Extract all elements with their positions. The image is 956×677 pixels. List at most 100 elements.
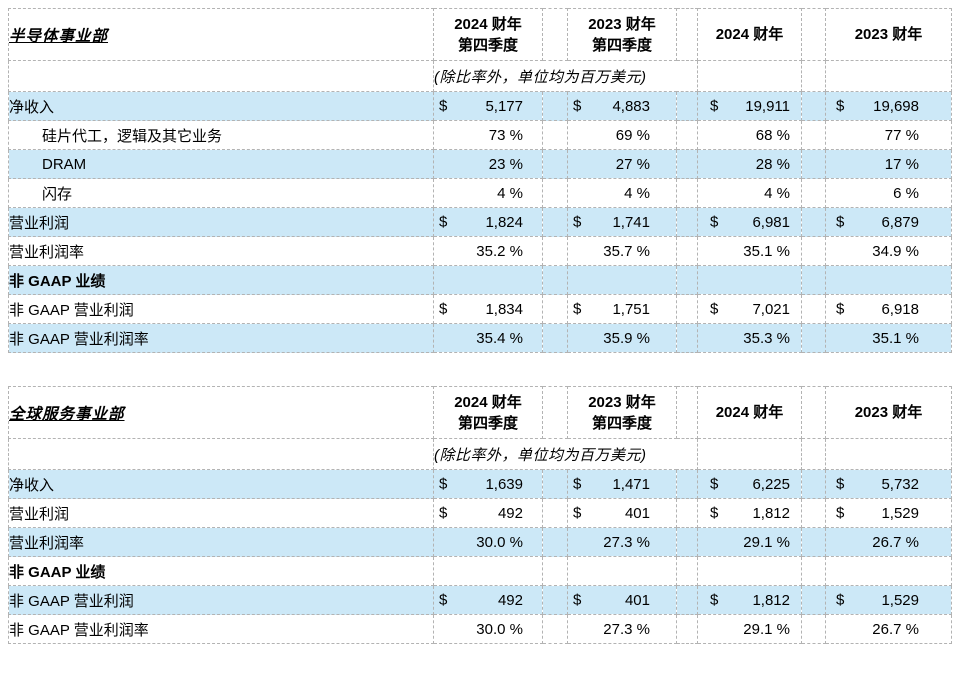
value-cell: 69 % — [568, 121, 677, 150]
gap-cell — [802, 387, 826, 439]
value-cell: $6,981 — [698, 208, 802, 237]
financial-report-page: 半导体事业部2024 财年第四季度2023 财年第四季度2024 财年2023 … — [0, 0, 956, 644]
empty-label-cell — [9, 61, 434, 92]
value-cell: $19,698 — [826, 92, 952, 121]
gap-cell — [543, 295, 568, 324]
value-cell: 35.3 % — [698, 324, 802, 353]
global-services-division-table: 全球服务事业部2024 财年第四季度2023 财年第四季度2024 财年2023… — [8, 386, 956, 644]
dollar-sign: $ — [439, 301, 447, 318]
table-row: 非 GAAP 营业利润率35.4 %35.9 %35.3 %35.1 % — [9, 324, 952, 353]
value-cell: 35.9 % — [568, 324, 677, 353]
value-cell: 30.0 % — [434, 615, 543, 644]
gap-cell — [802, 9, 826, 61]
cell-value: 29.1 % — [743, 534, 790, 551]
row-label: 非 GAAP 营业利润率 — [9, 615, 434, 644]
cell-value: 4 % — [764, 185, 790, 202]
column-header-line: 2024 财年 — [698, 24, 801, 45]
value-cell: 4 % — [698, 179, 802, 208]
cell-value: 1,824 — [485, 214, 523, 231]
cell-value: 401 — [625, 592, 650, 609]
row-label: 非 GAAP 营业利润 — [9, 586, 434, 615]
value-cell: $401 — [568, 499, 677, 528]
value-cell: $1,834 — [434, 295, 543, 324]
gap-cell — [802, 237, 826, 266]
column-header-line: 2023 财年 — [568, 14, 676, 35]
column-header: 2024 财年 — [698, 9, 802, 61]
column-header: 2024 财年 — [698, 387, 802, 439]
gap-cell — [677, 179, 698, 208]
value-cell: 23 % — [434, 150, 543, 179]
cell-value: 1,741 — [612, 214, 650, 231]
column-header: 2023 财年第四季度 — [568, 387, 677, 439]
dollar-sign: $ — [710, 214, 718, 231]
empty-value-cell — [698, 439, 802, 470]
column-header-line: 第四季度 — [434, 35, 542, 56]
cell-value: 1,639 — [485, 476, 523, 493]
value-cell: $401 — [568, 586, 677, 615]
value-cell: $19,911 — [698, 92, 802, 121]
dollar-sign: $ — [439, 214, 447, 231]
column-header-line: 2024 财年 — [434, 14, 542, 35]
dollar-sign: $ — [573, 476, 581, 493]
dollar-sign: $ — [439, 505, 447, 522]
gap-cell — [802, 121, 826, 150]
cell-value: 6 % — [893, 185, 919, 202]
value-cell — [434, 266, 543, 295]
cell-value: 1,751 — [612, 301, 650, 318]
row-label: 非 GAAP 营业利润率 — [9, 324, 434, 353]
row-label: 营业利润率 — [9, 528, 434, 557]
cell-value: 1,471 — [612, 476, 650, 493]
cell-value: 34.9 % — [872, 243, 919, 260]
cell-value: 6,225 — [752, 476, 790, 493]
value-cell: 77 % — [826, 121, 952, 150]
value-cell: 4 % — [568, 179, 677, 208]
value-cell — [434, 557, 543, 586]
value-cell: $6,225 — [698, 470, 802, 499]
cell-value: 1,812 — [752, 505, 790, 522]
header-row: 半导体事业部2024 财年第四季度2023 财年第四季度2024 财年2023 … — [9, 9, 952, 61]
gap-cell — [677, 208, 698, 237]
cell-value: 492 — [498, 505, 523, 522]
gap-cell — [677, 499, 698, 528]
value-cell: $492 — [434, 499, 543, 528]
cell-value: 4,883 — [612, 98, 650, 115]
cell-value: 29.1 % — [743, 621, 790, 638]
dollar-sign: $ — [573, 592, 581, 609]
value-cell: $1,812 — [698, 586, 802, 615]
cell-value: 68 % — [756, 127, 790, 144]
value-cell: $1,529 — [826, 499, 952, 528]
gap-cell — [677, 237, 698, 266]
value-cell: $6,918 — [826, 295, 952, 324]
dollar-sign: $ — [710, 592, 718, 609]
gap-cell — [543, 121, 568, 150]
header-row: 全球服务事业部2024 财年第四季度2023 财年第四季度2024 财年2023… — [9, 387, 952, 439]
cell-value: 6,879 — [881, 214, 919, 231]
cell-value: 401 — [625, 505, 650, 522]
gap-cell — [802, 92, 826, 121]
gap-cell — [802, 528, 826, 557]
column-header-line: 第四季度 — [568, 35, 676, 56]
row-label: 闪存 — [9, 179, 434, 208]
value-cell: 28 % — [698, 150, 802, 179]
value-cell: 35.1 % — [826, 324, 952, 353]
cell-value: 5,177 — [485, 98, 523, 115]
cell-value: 77 % — [885, 127, 919, 144]
cell-value: 35.7 % — [603, 243, 650, 260]
table-title: 半导体事业部 — [9, 28, 108, 45]
value-cell: 73 % — [434, 121, 543, 150]
cell-value: 27 % — [616, 156, 650, 173]
value-cell: 4 % — [434, 179, 543, 208]
table-row: 净收入$5,177$4,883$19,911$19,698 — [9, 92, 952, 121]
gap-cell — [802, 439, 826, 470]
gap-cell — [543, 499, 568, 528]
gap-cell — [677, 9, 698, 61]
cell-value: 17 % — [885, 156, 919, 173]
column-header-line: 第四季度 — [568, 413, 676, 434]
gap-cell — [802, 150, 826, 179]
row-label: 净收入 — [9, 92, 434, 121]
gap-cell — [543, 528, 568, 557]
gap-cell — [543, 150, 568, 179]
table-row: 营业利润率30.0 %27.3 %29.1 %26.7 % — [9, 528, 952, 557]
table-title: 全球服务事业部 — [9, 406, 125, 423]
column-header-line: 2023 财年 — [826, 402, 951, 423]
